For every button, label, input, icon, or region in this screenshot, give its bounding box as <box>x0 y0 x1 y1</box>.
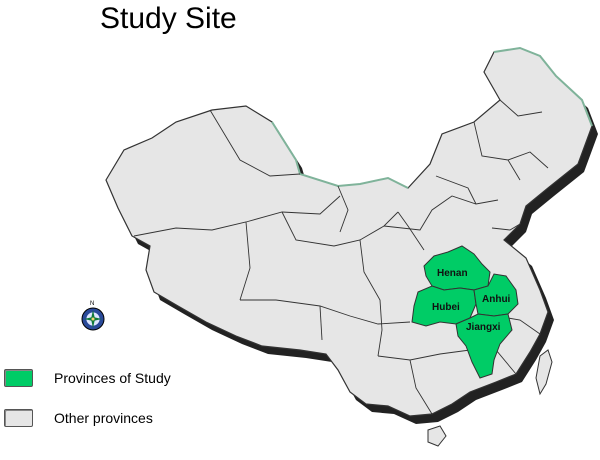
province-label-anhui: Anhui <box>482 294 511 305</box>
compass-north-label: N <box>90 301 94 307</box>
legend-label-study: Provinces of Study <box>54 370 171 386</box>
province-label-hubei: Hubei <box>432 302 460 313</box>
legend-swatch-other <box>4 409 33 427</box>
province-label-henan: Henan <box>437 268 468 279</box>
legend-item-other: Other provinces <box>4 407 153 429</box>
legend-item-study: Provinces of Study <box>4 367 171 389</box>
map-title: Study Site <box>100 2 237 35</box>
hainan <box>427 425 447 447</box>
province-label-jiangxi: Jiangxi <box>466 322 501 333</box>
compass-icon: N <box>81 301 105 331</box>
northeast-border-highlight <box>493 46 593 127</box>
legend-label-other: Other provinces <box>54 410 153 426</box>
province-jiangxi <box>455 313 513 379</box>
compass-rose: N <box>80 298 106 337</box>
study-provinces <box>411 245 519 379</box>
province-anhui <box>473 273 519 317</box>
legend-swatch-study <box>4 369 33 387</box>
taiwan <box>535 349 553 396</box>
